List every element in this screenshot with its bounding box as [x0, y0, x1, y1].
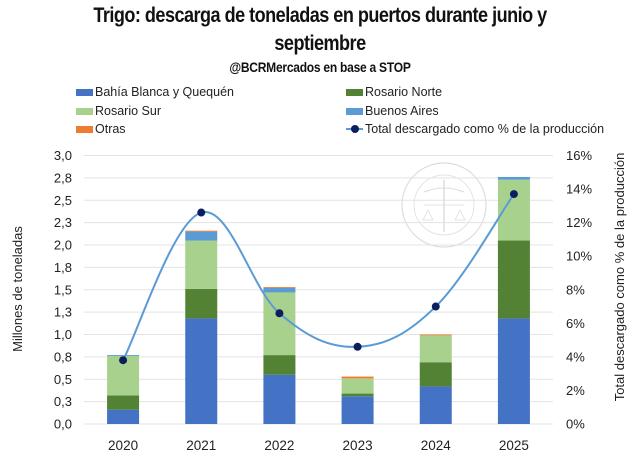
- legend-label: Otras: [95, 122, 126, 136]
- bar-otras-2024: [419, 334, 452, 336]
- bar-rosario-norte-2021: [185, 288, 218, 319]
- y-tick-label-right: 4%: [566, 349, 585, 364]
- legend-line-marker-icon: [346, 124, 363, 134]
- bar-rosario-norte-2022: [263, 355, 296, 375]
- bar-rosario-sur-2024: [419, 335, 452, 363]
- y-tick-label-left: 2,5: [54, 193, 72, 208]
- bar-bah-a-blanca-y-quequ-n-2021: [185, 318, 218, 424]
- line-marker-2022: [275, 309, 284, 318]
- line-total-pct: [122, 193, 515, 361]
- legend-item-buenos-aires[interactable]: Buenos Aires: [346, 103, 439, 119]
- bar-bah-a-blanca-y-quequ-n-2024: [419, 386, 452, 424]
- y-tick-label-left: 2,8: [54, 170, 72, 185]
- bar-buenos-aires-2020: [107, 355, 140, 356]
- y-tick-label-right: 10%: [566, 249, 592, 264]
- line-marker-2023: [353, 342, 362, 351]
- bar-bah-a-blanca-y-quequ-n-2020: [107, 409, 140, 424]
- bar-bah-a-blanca-y-quequ-n-2022: [263, 374, 296, 424]
- legend-label: Rosario Sur: [95, 104, 161, 118]
- y-tick-label-left: 1,3: [54, 305, 72, 320]
- y-tick-label-right: 16%: [566, 148, 592, 163]
- y-tick-label-left: 1,5: [54, 282, 72, 297]
- x-tick-label: 2023: [343, 438, 373, 453]
- legend-item-rosario-sur[interactable]: Rosario Sur: [76, 103, 161, 119]
- bar-otras-2023: [341, 376, 374, 379]
- y-tick-label-left: 1,0: [54, 327, 72, 342]
- bar-rosario-sur-2021: [185, 240, 218, 289]
- legend-item-rosario-norte[interactable]: Rosario Norte: [346, 84, 442, 100]
- chart-subtitle: @BCRMercados en base a STOP: [229, 59, 411, 75]
- y-tick-label-right: 0%: [566, 417, 585, 432]
- legend-label: Rosario Norte: [365, 85, 443, 99]
- legend-swatch: [76, 125, 93, 133]
- bar-buenos-aires-2022: [263, 287, 296, 293]
- bar-rosario-norte-2020: [107, 395, 140, 410]
- line-marker-2025: [509, 190, 518, 199]
- legend-swatch: [76, 88, 93, 96]
- bar-bah-a-blanca-y-quequ-n-2025: [497, 318, 530, 424]
- bar-bah-a-blanca-y-quequ-n-2023: [341, 396, 374, 424]
- line-marker-2021: [197, 208, 206, 217]
- bar-rosario-sur-2022: [263, 292, 296, 356]
- y-axis-label-right: Total descargado como % de la producción: [612, 153, 627, 402]
- line-marker-2020: [119, 356, 128, 365]
- watermark-seal-icon: [401, 162, 487, 248]
- bar-otras-2021: [185, 230, 218, 232]
- x-tick-label: 2025: [499, 438, 529, 453]
- chart-title-line-1: Trigo: descarga de toneladas en puertos …: [93, 4, 547, 27]
- y-tick-label-right: 12%: [566, 215, 592, 230]
- legend-label: Bahía Blanca y Quequén: [95, 85, 234, 99]
- bar-buenos-aires-2021: [185, 231, 218, 241]
- y-tick-label-right: 6%: [566, 316, 585, 331]
- legend-label: Buenos Aires: [365, 104, 439, 118]
- legend-swatch: [346, 88, 363, 96]
- bar-buenos-aires-2025: [497, 176, 530, 180]
- legend-label: Total descargado como % de la producción: [365, 122, 605, 136]
- x-tick-label: 2020: [108, 438, 138, 453]
- y-tick-label-left: 0,5: [54, 372, 72, 387]
- legend-item-bahia-blanca[interactable]: Bahía Blanca y Quequén: [76, 84, 234, 100]
- legend-swatch: [346, 107, 363, 115]
- bar-rosario-norte-2023: [341, 393, 374, 397]
- x-tick-label: 2024: [421, 438, 452, 453]
- bar-rosario-norte-2025: [497, 240, 530, 319]
- x-tick-label: 2022: [264, 438, 294, 453]
- y-tick-label-right: 2%: [566, 383, 585, 398]
- y-axis-label-left: Millones de toneladas: [10, 226, 25, 352]
- chart-title-line-2: septiembre: [274, 32, 366, 55]
- y-tick-label-left: 0,3: [54, 394, 72, 409]
- legend-swatch: [76, 107, 93, 115]
- y-tick-label-left: 0,8: [54, 349, 72, 364]
- legend-item-total-pct[interactable]: Total descargado como % de la producción: [346, 121, 604, 137]
- y-tick-label-left: 0,0: [54, 417, 72, 432]
- y-tick-label-left: 2,0: [54, 238, 72, 253]
- bar-rosario-sur-2023: [341, 378, 374, 394]
- y-tick-label-left: 1,8: [54, 260, 72, 275]
- line-marker-2024: [431, 302, 440, 311]
- y-tick-label-left: 3,0: [54, 148, 72, 163]
- legend-item-otras[interactable]: Otras: [76, 121, 126, 137]
- x-tick-label: 2021: [186, 438, 216, 453]
- bar-otras-2022: [263, 287, 296, 288]
- bar-rosario-norte-2024: [419, 362, 452, 387]
- y-tick-label-right: 14%: [566, 182, 592, 197]
- y-tick-label-right: 8%: [566, 282, 585, 297]
- y-tick-label-left: 2,3: [54, 215, 72, 230]
